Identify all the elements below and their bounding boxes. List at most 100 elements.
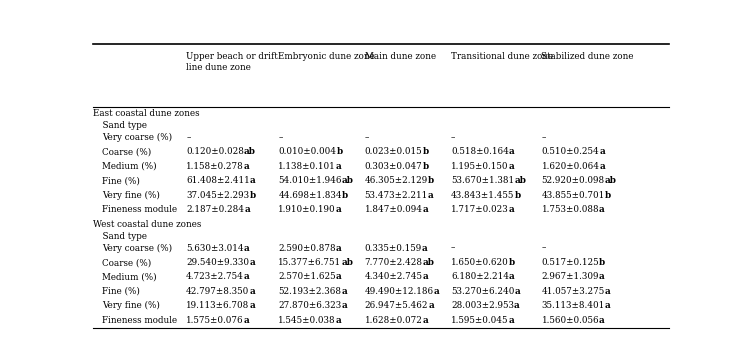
Text: a: a bbox=[250, 287, 255, 296]
Text: b: b bbox=[599, 258, 606, 267]
Text: –: – bbox=[451, 244, 455, 253]
Text: ab: ab bbox=[423, 258, 435, 267]
Text: b: b bbox=[605, 191, 611, 200]
Text: 35.113±8.401: 35.113±8.401 bbox=[542, 301, 605, 310]
Text: b: b bbox=[342, 191, 348, 200]
Text: a: a bbox=[250, 176, 256, 185]
Text: 1.650±0.620: 1.650±0.620 bbox=[451, 258, 509, 267]
Text: 4.723±2.754: 4.723±2.754 bbox=[186, 272, 244, 281]
Text: West coastal dune zones: West coastal dune zones bbox=[93, 220, 201, 229]
Text: b: b bbox=[337, 147, 343, 156]
Text: Very coarse (%): Very coarse (%) bbox=[102, 133, 172, 142]
Text: 1.620±0.064: 1.620±0.064 bbox=[542, 162, 600, 171]
Text: a: a bbox=[428, 301, 434, 310]
Text: 46.305±2.129: 46.305±2.129 bbox=[365, 176, 428, 185]
Text: b: b bbox=[428, 176, 434, 185]
Text: 1.910±0.190: 1.910±0.190 bbox=[279, 205, 336, 214]
Text: 6.180±2.214: 6.180±2.214 bbox=[451, 272, 509, 281]
Text: 43.855±0.701: 43.855±0.701 bbox=[542, 191, 605, 200]
Text: Very fine (%): Very fine (%) bbox=[102, 191, 160, 200]
Text: Main dune zone: Main dune zone bbox=[365, 52, 436, 61]
Text: a: a bbox=[244, 205, 250, 214]
Text: 1.195±0.150: 1.195±0.150 bbox=[451, 162, 508, 171]
Text: Upper beach or drift
line dune zone: Upper beach or drift line dune zone bbox=[186, 52, 278, 72]
Text: –: – bbox=[451, 133, 455, 142]
Text: Coarse (%): Coarse (%) bbox=[102, 258, 152, 267]
Text: a: a bbox=[244, 316, 250, 325]
Text: a: a bbox=[336, 316, 342, 325]
Text: ab: ab bbox=[514, 176, 526, 185]
Text: b: b bbox=[514, 191, 521, 200]
Text: a: a bbox=[336, 162, 342, 171]
Text: 52.193±2.368: 52.193±2.368 bbox=[279, 287, 341, 296]
Text: a: a bbox=[249, 258, 255, 267]
Text: b: b bbox=[250, 191, 256, 200]
Text: a: a bbox=[599, 316, 605, 325]
Text: 43.843±1.455: 43.843±1.455 bbox=[451, 191, 514, 200]
Text: a: a bbox=[508, 316, 514, 325]
Text: 19.113±6.708: 19.113±6.708 bbox=[186, 301, 250, 310]
Text: 1.628±0.072: 1.628±0.072 bbox=[365, 316, 423, 325]
Text: 0.510±0.254: 0.510±0.254 bbox=[542, 147, 599, 156]
Text: a: a bbox=[336, 244, 342, 253]
Text: Embryonic dune zone: Embryonic dune zone bbox=[279, 52, 375, 61]
Text: 1.138±0.101: 1.138±0.101 bbox=[279, 162, 336, 171]
Text: 4.340±2.745: 4.340±2.745 bbox=[365, 272, 423, 281]
Text: Sand type: Sand type bbox=[97, 232, 147, 241]
Text: ab: ab bbox=[605, 176, 617, 185]
Text: a: a bbox=[428, 191, 434, 200]
Text: a: a bbox=[514, 287, 520, 296]
Text: ab: ab bbox=[342, 258, 353, 267]
Text: 42.797±8.350: 42.797±8.350 bbox=[186, 287, 250, 296]
Text: Fineness module: Fineness module bbox=[102, 205, 178, 214]
Text: 1.158±0.278: 1.158±0.278 bbox=[186, 162, 244, 171]
Text: 2.590±0.878: 2.590±0.878 bbox=[279, 244, 336, 253]
Text: ab: ab bbox=[342, 176, 354, 185]
Text: a: a bbox=[599, 272, 605, 281]
Text: 1.717±0.023: 1.717±0.023 bbox=[451, 205, 509, 214]
Text: a: a bbox=[341, 287, 347, 296]
Text: 1.595±0.045: 1.595±0.045 bbox=[451, 316, 508, 325]
Text: –: – bbox=[542, 133, 546, 142]
Text: a: a bbox=[336, 205, 342, 214]
Text: 1.545±0.038: 1.545±0.038 bbox=[279, 316, 336, 325]
Text: 41.057±3.275: 41.057±3.275 bbox=[542, 287, 605, 296]
Text: 0.023±0.015: 0.023±0.015 bbox=[365, 147, 422, 156]
Text: a: a bbox=[599, 205, 605, 214]
Text: Transitional dune zone: Transitional dune zone bbox=[451, 52, 554, 61]
Text: 0.303±0.047: 0.303±0.047 bbox=[365, 162, 423, 171]
Text: –: – bbox=[365, 133, 369, 142]
Text: Coarse (%): Coarse (%) bbox=[102, 147, 152, 156]
Text: a: a bbox=[342, 301, 347, 310]
Text: Medium (%): Medium (%) bbox=[102, 272, 157, 281]
Text: 54.010±1.946: 54.010±1.946 bbox=[279, 176, 342, 185]
Text: a: a bbox=[422, 244, 428, 253]
Text: Stabilized dune zone: Stabilized dune zone bbox=[542, 52, 634, 61]
Text: a: a bbox=[434, 287, 440, 296]
Text: b: b bbox=[422, 147, 429, 156]
Text: Fineness module: Fineness module bbox=[102, 316, 178, 325]
Text: 29.540±9.330: 29.540±9.330 bbox=[186, 258, 249, 267]
Text: a: a bbox=[509, 147, 515, 156]
Text: a: a bbox=[514, 301, 520, 310]
Text: 5.630±3.014: 5.630±3.014 bbox=[186, 244, 244, 253]
Text: 0.120±0.028: 0.120±0.028 bbox=[186, 147, 244, 156]
Text: –: – bbox=[542, 244, 546, 253]
Text: 49.490±12.186: 49.490±12.186 bbox=[365, 287, 434, 296]
Text: 0.335±0.159: 0.335±0.159 bbox=[365, 244, 422, 253]
Text: 53.670±1.381: 53.670±1.381 bbox=[451, 176, 514, 185]
Text: 53.473±2.211: 53.473±2.211 bbox=[365, 191, 428, 200]
Text: 1.847±0.094: 1.847±0.094 bbox=[365, 205, 423, 214]
Text: 2.570±1.625: 2.570±1.625 bbox=[279, 272, 336, 281]
Text: Very fine (%): Very fine (%) bbox=[102, 301, 160, 311]
Text: 61.408±2.411: 61.408±2.411 bbox=[186, 176, 250, 185]
Text: a: a bbox=[599, 147, 605, 156]
Text: 0.010±0.004: 0.010±0.004 bbox=[279, 147, 337, 156]
Text: a: a bbox=[423, 205, 429, 214]
Text: a: a bbox=[509, 272, 515, 281]
Text: Fine (%): Fine (%) bbox=[102, 176, 140, 185]
Text: 0.517±0.125: 0.517±0.125 bbox=[542, 258, 599, 267]
Text: 1.575±0.076: 1.575±0.076 bbox=[186, 316, 244, 325]
Text: a: a bbox=[250, 301, 255, 310]
Text: –: – bbox=[186, 133, 190, 142]
